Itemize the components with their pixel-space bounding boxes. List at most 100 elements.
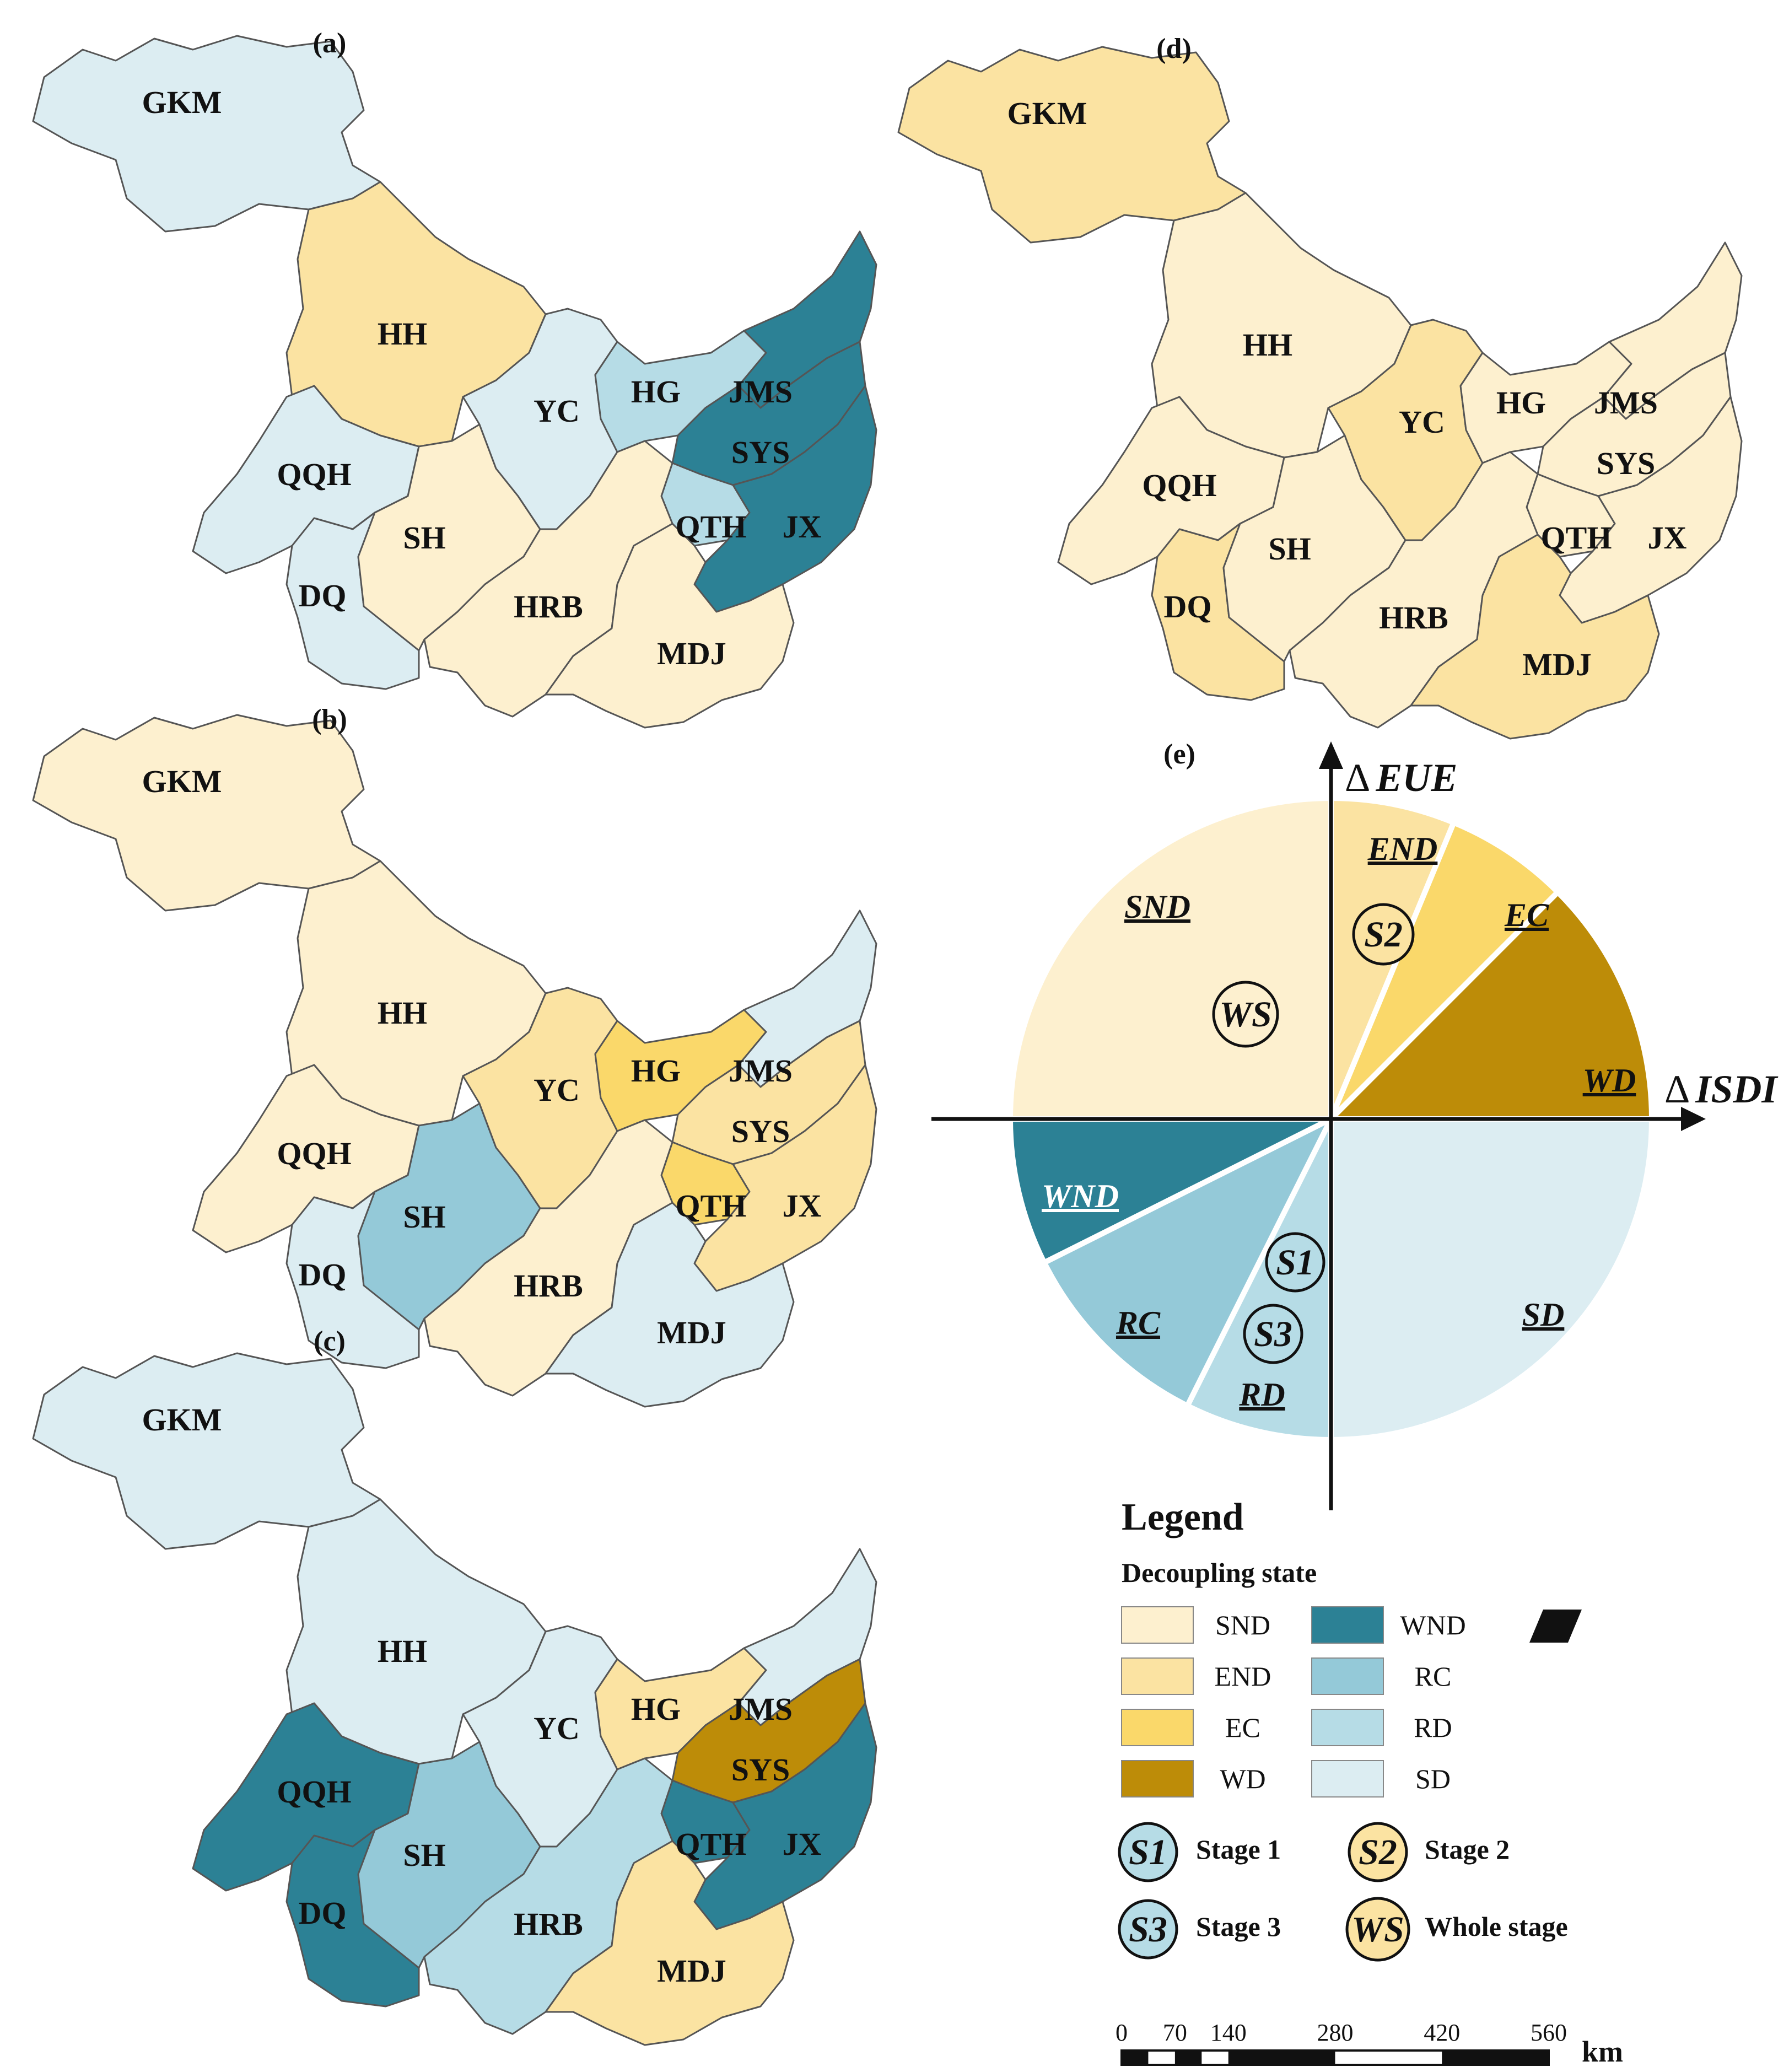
legend-stage-s1: S1 Stage 1 — [1118, 1822, 1281, 1882]
region-gkm — [32, 35, 381, 233]
panel-label: (d) — [1156, 33, 1192, 64]
region-label-qqh: QQH — [277, 1774, 351, 1810]
region-mdj — [545, 523, 795, 729]
svg-text:S2: S2 — [1359, 1832, 1397, 1872]
legend-swatch-ec — [1121, 1709, 1194, 1746]
region-label-sh: SH — [403, 520, 445, 556]
sector-label-sd: SD — [1522, 1296, 1565, 1333]
region-label-jms: JMS — [729, 1053, 793, 1089]
region-mdj — [545, 1840, 795, 2046]
region-hrb — [423, 440, 673, 718]
region-gkm — [32, 714, 381, 912]
region-label-jms: JMS — [729, 374, 793, 410]
region-label-sys: SYS — [1597, 445, 1655, 481]
legend-label-rd: RD — [1414, 1712, 1452, 1743]
region-label-qth: QTH — [676, 509, 747, 545]
region-label-jx: JX — [783, 1826, 822, 1862]
legend-label-wnd: WND — [1400, 1610, 1465, 1640]
sector-label-ec: EC — [1504, 897, 1549, 933]
legend-subtitle: Decoupling state — [1122, 1557, 1317, 1588]
region-label-mdj: MDJ — [657, 636, 726, 671]
region-label-jms: JMS — [729, 1691, 793, 1727]
region-label-qqh: QQH — [1142, 467, 1216, 503]
svg-text:S3: S3 — [1254, 1314, 1292, 1354]
region-label-hrb: HRB — [1379, 600, 1448, 636]
region-label-gkm: GKM — [142, 1402, 222, 1438]
legend-label-ec: EC — [1225, 1712, 1260, 1743]
sector-label-wd: WD — [1583, 1062, 1636, 1099]
panel-c-regions: GKM HH YC HG JMS SYS QQH SH QTH JX DQ HRB MDJ — [32, 1352, 877, 2046]
legend-swatch-rc — [1311, 1657, 1384, 1695]
region-label-hg: HG — [1496, 385, 1546, 421]
svg-text:S1: S1 — [1276, 1242, 1314, 1283]
region-hrb — [1289, 451, 1539, 729]
region-gkm — [32, 1352, 381, 1550]
region-label-gkm: GKM — [1007, 95, 1087, 131]
region-label-sys: SYS — [731, 1113, 790, 1149]
region-label-dq: DQ — [299, 1257, 347, 1293]
region-gkm — [897, 46, 1247, 244]
legend-swatches: SND END EC WD WND RC RD SD — [1121, 1606, 1466, 1797]
region-label-hrb: HRB — [514, 589, 583, 625]
region-label-jms: JMS — [1594, 385, 1658, 421]
scale-tick-label: 280 — [1317, 2019, 1354, 2046]
legend-label-wd: WD — [1220, 1763, 1265, 1794]
scale-bar-segment — [1442, 2051, 1549, 2065]
legend-stage-s3: S3 Stage 3 — [1118, 1899, 1281, 1960]
svg-text:Stage 2: Stage 2 — [1425, 1834, 1510, 1865]
sector-label-rd: RD — [1238, 1376, 1285, 1413]
panel-label: (a) — [313, 28, 347, 59]
scale-unit: km — [1582, 2035, 1623, 2068]
scale-bar-segment — [1122, 2051, 1149, 2065]
region-label-jx: JX — [783, 1188, 822, 1224]
map-panel-b: GKM HH YC HG JMS SYS QQH SH QTH JX DQ HRB MDJ (b) — [32, 704, 877, 1408]
scale-tick-label: 0 — [1116, 2019, 1128, 2046]
legend: Legend Decoupling state SND END EC WD WND RC R… — [1116, 1496, 1623, 2068]
region-label-yc: YC — [1399, 404, 1445, 440]
region-label-hg: HG — [631, 374, 681, 410]
region-label-qth: QTH — [1541, 520, 1612, 556]
sector-rc — [1040, 1112, 1338, 1410]
legend-stage-s2: S2 Stage 2 — [1348, 1822, 1510, 1882]
region-label-dq: DQ — [1164, 589, 1212, 625]
region-label-jx: JX — [783, 509, 822, 545]
region-label-mdj: MDJ — [1522, 647, 1592, 682]
svg-text:Whole stage: Whole stage — [1425, 1911, 1568, 1942]
north-arrow-icon — [1529, 1610, 1582, 1643]
legend-label-rc: RC — [1415, 1661, 1452, 1692]
region-mdj — [1410, 534, 1660, 740]
region-label-dq: DQ — [299, 578, 347, 613]
region-label-dq: DQ — [299, 1895, 347, 1931]
svg-text:S3: S3 — [1129, 1909, 1167, 1950]
svg-text:S2: S2 — [1364, 914, 1403, 955]
stage-badge-s1: S1 — [1265, 1232, 1325, 1293]
region-label-mdj: MDJ — [657, 1953, 726, 1989]
legend-swatch-wd — [1121, 1760, 1194, 1797]
legend-swatch-end — [1121, 1657, 1194, 1695]
legend-stage-ws: WS Whole stage — [1345, 1897, 1568, 1962]
map-panel-d: GKM HH YC HG JMS SYS QQH SH QTH JX DQ HRB MDJ (d) — [897, 33, 1743, 740]
sector-wnd — [1007, 1116, 1333, 1267]
region-mdj — [545, 1202, 795, 1408]
region-label-jx: JX — [1648, 520, 1687, 556]
sector-sd — [1328, 1116, 1655, 1443]
legend-swatch-rd — [1311, 1709, 1384, 1746]
panel-label: (b) — [312, 704, 347, 735]
sector-label-end: END — [1367, 831, 1438, 867]
sector-ec — [1328, 819, 1562, 1121]
region-hrb — [423, 1119, 673, 1397]
legend-label-sd: SD — [1415, 1763, 1451, 1794]
region-label-yc: YC — [534, 393, 580, 429]
sector-label-rc: RC — [1116, 1305, 1161, 1341]
stage-badge-ws: WS — [1212, 981, 1279, 1048]
scale-tick-label: 420 — [1424, 2019, 1460, 2046]
region-label-hh: HH — [378, 1633, 427, 1669]
svg-text:Stage 3: Stage 3 — [1196, 1911, 1281, 1942]
scale-tick-label: 140 — [1210, 2019, 1247, 2046]
sector-rd — [1183, 1117, 1334, 1443]
region-label-gkm: GKM — [142, 763, 222, 799]
panel-d-regions: GKM HH YC HG JMS SYS QQH SH QTH JX DQ HRB MDJ — [897, 46, 1743, 740]
legend-label-snd: SND — [1215, 1610, 1270, 1640]
region-label-sh: SH — [1268, 531, 1311, 567]
map-panel-a: GKM HH YC HG JMS SYS QQH SH QTH JX DQ HRB MDJ (a) — [32, 28, 877, 729]
